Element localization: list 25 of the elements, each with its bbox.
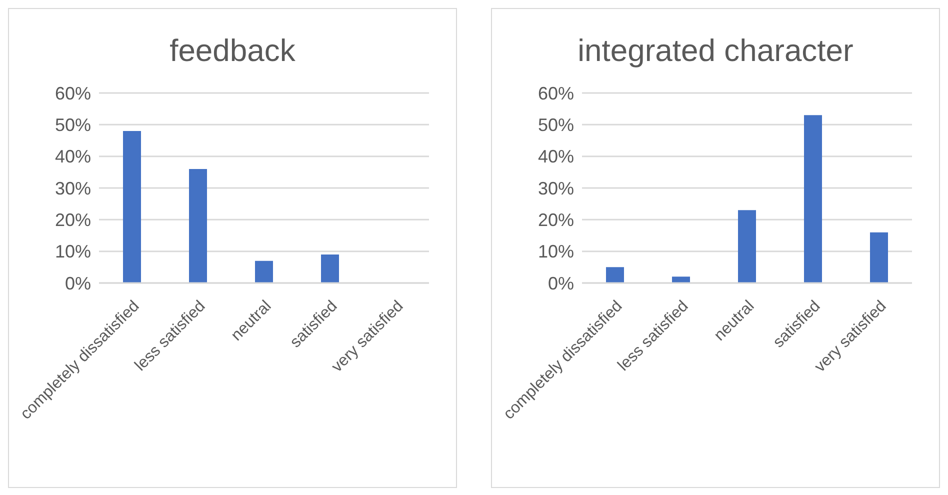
y-tick-label: 60% bbox=[54, 83, 91, 104]
y-tick-label: 50% bbox=[54, 115, 91, 136]
y-tick-label: 40% bbox=[54, 146, 91, 167]
bar bbox=[606, 267, 624, 283]
y-tick-label: 20% bbox=[54, 210, 91, 230]
y-tick-label: 50% bbox=[538, 115, 574, 136]
y-tick-label: 10% bbox=[538, 242, 574, 262]
y-tick-label: 30% bbox=[54, 178, 91, 198]
y-tick-label: 60% bbox=[538, 83, 574, 104]
y-tick-label: 30% bbox=[538, 178, 574, 198]
bar bbox=[123, 131, 141, 283]
chart-title: feedback bbox=[168, 33, 296, 70]
bar bbox=[870, 232, 888, 283]
bar bbox=[189, 169, 207, 283]
bar bbox=[804, 115, 822, 283]
bar bbox=[321, 254, 339, 283]
y-tick-label: 20% bbox=[538, 210, 574, 230]
bar bbox=[672, 276, 690, 283]
chart-title: integrated character bbox=[576, 33, 854, 70]
y-tick-label: 0% bbox=[548, 273, 574, 294]
y-tick-label: 40% bbox=[538, 146, 574, 167]
bar bbox=[255, 260, 273, 283]
y-tick-label: 10% bbox=[54, 242, 91, 262]
y-tick-label: 0% bbox=[64, 273, 91, 294]
bar bbox=[738, 210, 756, 283]
